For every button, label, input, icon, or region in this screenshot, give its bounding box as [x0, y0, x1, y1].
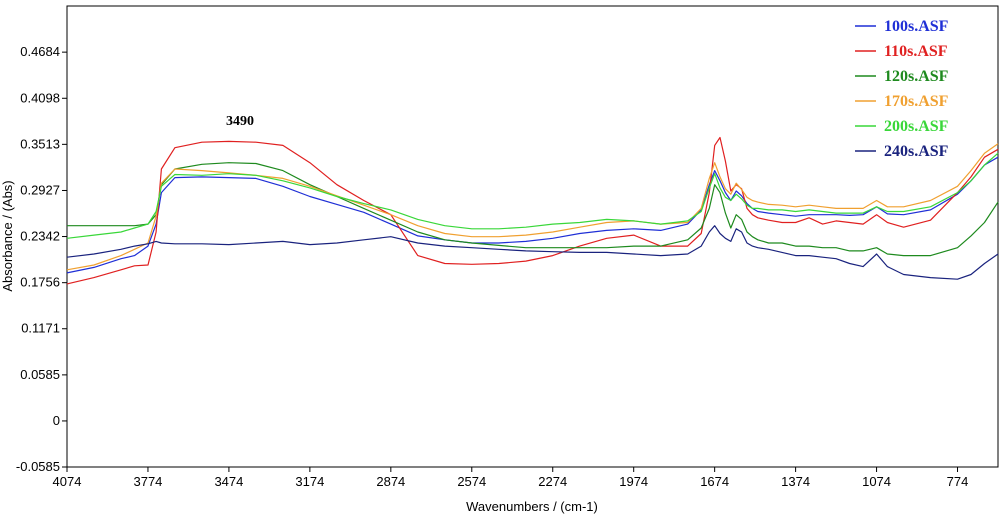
- x-tick-label: 2874: [376, 474, 405, 489]
- y-tick-label: 0: [53, 413, 60, 428]
- x-tick-label: 3474: [214, 474, 243, 489]
- series-line-170s-asf: [66, 143, 999, 271]
- x-tick-label: 3774: [133, 474, 162, 489]
- x-tick-label: 2274: [538, 474, 567, 489]
- series-line-120s-asf: [67, 162, 999, 257]
- series-line-110s-asf: [66, 136, 999, 285]
- x-tick-label: 3174: [295, 474, 324, 489]
- x-tick-label: 1074: [862, 474, 891, 489]
- series-line-100s-asf: [66, 156, 999, 274]
- y-axis-title: Absorbance / (Abs): [0, 180, 15, 291]
- y-tick-label: 0.2342: [20, 229, 60, 244]
- y-tick-label: 0.3513: [20, 136, 60, 151]
- legend-label-110s-asf: 110s.ASF: [884, 43, 948, 60]
- legend: 100s.ASF 110s.ASF 120s.ASF 170s.ASF 200s.ASF…: [855, 18, 949, 160]
- y-tick-label: 0.1171: [21, 321, 60, 336]
- legend-label-200s-asf: 200s.ASF: [884, 118, 949, 135]
- y-tick-label: 0.1756: [20, 275, 60, 290]
- plot-area: [66, 5, 999, 468]
- y-tick-label: -0.0585: [16, 459, 60, 474]
- x-axis-title: Wavenumbers / (cm-1): [466, 499, 598, 514]
- series-layer: [66, 136, 999, 285]
- legend-label-170s-asf: 170s.ASF: [884, 93, 949, 110]
- y-axis-ticks: -0.0585 0 0.0585 0.1171 0.1756 0.2342 0.2927 0.…: [16, 44, 67, 474]
- x-tick-label: 1674: [700, 474, 729, 489]
- y-tick-label: 0.4684: [20, 44, 60, 59]
- series-line-200s-asf: [66, 152, 999, 239]
- legend-label-240s-asf: 240s.ASF: [884, 143, 949, 160]
- y-tick-label: 0.0585: [20, 367, 60, 382]
- x-tick-label: 2574: [457, 474, 486, 489]
- series-line-240s-asf: [66, 225, 999, 280]
- y-tick-label: 0.4098: [20, 90, 60, 105]
- x-tick-label: 1974: [619, 474, 648, 489]
- legend-label-100s-asf: 100s.ASF: [884, 18, 949, 35]
- y-tick-label: 0.2927: [20, 182, 60, 197]
- x-tick-label: 774: [947, 474, 969, 489]
- legend-label-120s-asf: 120s.ASF: [884, 68, 949, 85]
- x-tick-label: 4074: [53, 474, 82, 489]
- x-tick-label: 1374: [781, 474, 810, 489]
- x-axis-ticks: 4074 3774 3474 3174 2874 2574 2274 1974 1674 1374…: [53, 467, 969, 489]
- peak-annotation: 3490: [226, 114, 254, 129]
